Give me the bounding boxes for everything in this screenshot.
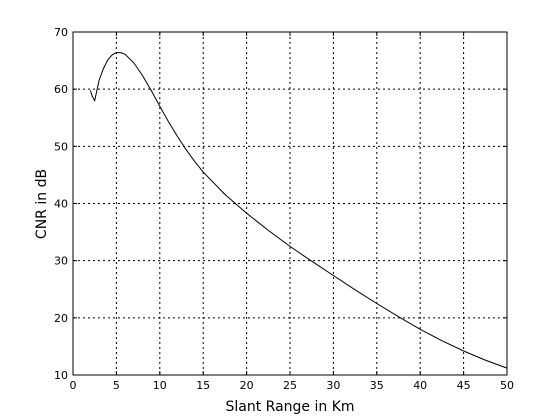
x-tick-label: 50 [500,379,514,392]
series-line [89,52,508,369]
y-tick-label: 20 [54,312,68,325]
y-tick-label: 50 [54,140,68,153]
y-tick-label: 70 [54,26,68,39]
x-tick-label: 0 [70,379,77,392]
x-tick-label: 15 [196,379,210,392]
y-tick-label: 40 [54,198,68,211]
grid [73,32,507,375]
y-tick-label: 10 [54,369,68,382]
x-tick-label: 20 [240,379,254,392]
y-tick-label: 30 [54,255,68,268]
x-tick-label: 10 [153,379,167,392]
x-tick-label: 40 [413,379,427,392]
plot-area [72,31,508,376]
x-tick-label: 45 [457,379,471,392]
series-group [89,52,508,369]
x-tick-label: 30 [326,379,340,392]
x-tick-label: 35 [370,379,384,392]
y-axis-label: CNR in dB [34,169,50,239]
x-tick-label: 25 [283,379,297,392]
tick-labels: 0 5 10 15 20 25 30 35 40 45 50 10 20 30 40 50 60 70 [54,26,514,392]
x-tick-label: 5 [113,379,120,392]
y-tick-label: 60 [54,83,68,96]
x-axis-label: Slant Range in Km [225,399,354,415]
